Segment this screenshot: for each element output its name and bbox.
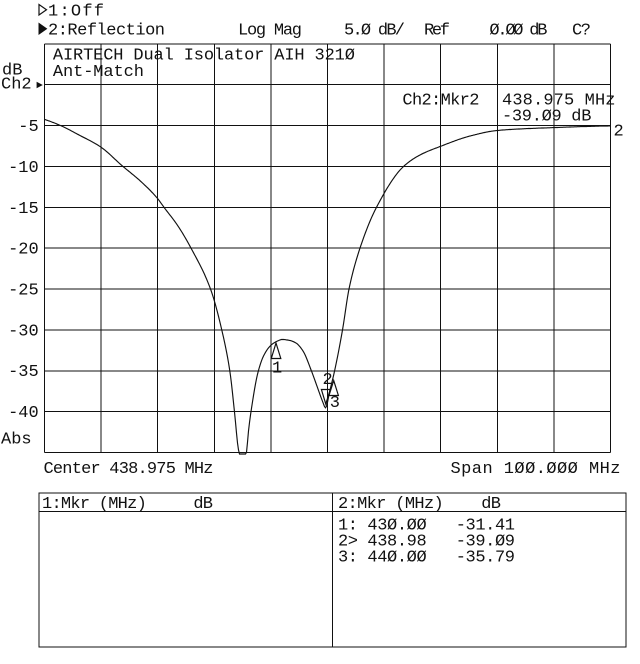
svg-text:3: 3 [330,394,340,413]
svg-text:1:Mkr (MHz) dB: 1:Mkr (MHz) dB [42,495,213,514]
svg-text:-5: -5 [18,118,38,137]
svg-text:-39.Ø9 dB: -39.Ø9 dB [502,107,591,126]
svg-text:2: 2 [614,123,624,142]
svg-text:Abs: Abs [1,431,32,450]
svg-text:-40: -40 [8,404,39,423]
svg-text:Ant-Match: Ant-Match [53,63,144,82]
svg-text:Ref: Ref [424,21,450,40]
svg-text:2:Mkr (MHz) dB: 2:Mkr (MHz) dB [338,495,501,514]
svg-text:1:Off: 1:Off [48,2,104,21]
svg-text:1: 1 [272,359,282,378]
svg-text:2: 2 [323,371,333,390]
svg-text:Ch2:Mkr2: Ch2:Mkr2 [402,91,479,110]
svg-text:3: 44Ø.ØØ -35.79: 3: 44Ø.ØØ -35.79 [338,549,515,568]
svg-text:Center 438.975 MHz: Center 438.975 MHz [44,460,214,479]
svg-text:-35: -35 [8,363,39,382]
svg-text:Span 1ØØ.ØØØ MHz: Span 1ØØ.ØØØ MHz [451,460,621,479]
svg-text:AIRTECH Dual Isolator AIH 321Ø: AIRTECH Dual Isolator AIH 321Ø [53,47,355,66]
svg-text:C?: C? [572,21,591,40]
svg-text:2> 438.98 -39.Ø9: 2> 438.98 -39.Ø9 [338,533,515,552]
svg-text:-20: -20 [8,241,39,260]
svg-text:-30: -30 [8,322,39,341]
svg-text:438.975 MHz: 438.975 MHz [502,91,616,110]
svg-text:5.Ø dB/: 5.Ø dB/ [344,21,405,40]
svg-text:-25: -25 [8,282,39,301]
svg-text:Ø.ØØ dB: Ø.ØØ dB [489,21,547,40]
svg-text:2:Reflection: 2:Reflection [48,21,165,40]
svg-text:1: 43Ø.ØØ -31.41: 1: 43Ø.ØØ -31.41 [338,517,515,536]
svg-text:Ch2: Ch2 [1,76,32,95]
svg-text:-15: -15 [8,200,39,219]
svg-text:dB: dB [2,62,22,81]
svg-text:Log Mag: Log Mag [238,21,302,40]
svg-text:-10: -10 [8,159,39,178]
